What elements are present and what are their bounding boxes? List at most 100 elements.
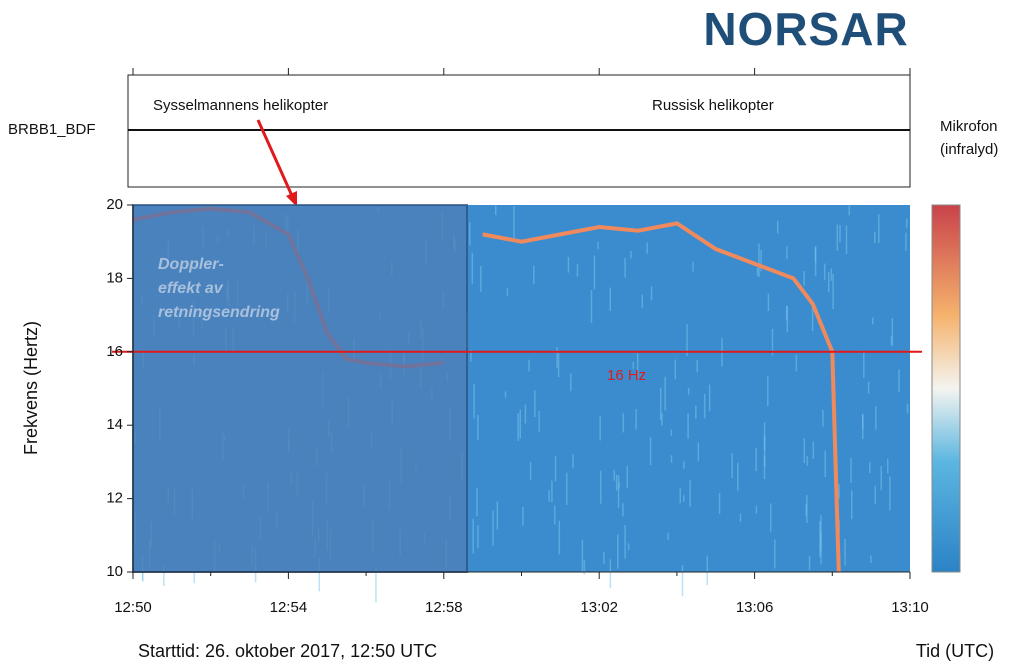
texture [770, 503, 772, 532]
texture [695, 406, 697, 419]
texture [822, 410, 824, 427]
texture [719, 493, 721, 514]
texture [777, 221, 779, 234]
overlay-text: retningsendring [158, 304, 280, 321]
texture [548, 490, 550, 502]
texture [804, 438, 806, 463]
texture [831, 268, 833, 280]
texture [807, 456, 809, 466]
texture [472, 253, 474, 284]
texture [642, 295, 644, 308]
texture [613, 470, 615, 481]
texture [809, 556, 811, 570]
texture [815, 248, 817, 263]
texture [556, 347, 558, 368]
texture [594, 256, 596, 290]
texture [832, 274, 834, 309]
x-tick-label: 12:54 [270, 599, 308, 616]
x-tick-label: 13:06 [736, 599, 774, 616]
texture [880, 466, 882, 490]
texture [755, 448, 757, 471]
texture [875, 406, 877, 430]
texture [862, 415, 864, 440]
texture [472, 519, 474, 554]
texture [555, 456, 557, 481]
texture [706, 556, 708, 586]
texture [618, 475, 620, 508]
texture [570, 374, 572, 392]
texture [603, 552, 605, 564]
texture [492, 511, 494, 546]
texture [617, 535, 619, 569]
texture [850, 458, 852, 483]
texture [600, 471, 602, 504]
texture [869, 462, 871, 473]
texture [767, 376, 769, 406]
texture [839, 225, 841, 242]
y-tick-label: 12 [106, 490, 123, 507]
texture [497, 502, 499, 530]
texture [566, 473, 568, 505]
texture [559, 521, 561, 554]
texture [704, 394, 706, 418]
reference-label: 16 Hz [607, 367, 646, 384]
texture [554, 505, 556, 524]
texture [538, 411, 540, 432]
trace-label: BRBB1_BDF [8, 121, 96, 138]
texture [682, 565, 684, 596]
texture [597, 242, 599, 249]
texture [737, 463, 739, 491]
texture [878, 214, 880, 243]
y-axis-label: Frekvens (Hertz) [21, 321, 41, 455]
texture [679, 488, 681, 503]
texture [622, 503, 624, 516]
texture [689, 480, 691, 506]
texture [651, 286, 653, 300]
texture [870, 555, 872, 563]
texture [813, 441, 815, 459]
texture [671, 455, 673, 462]
logo: NORSAR [703, 3, 908, 55]
texture [851, 490, 853, 519]
texture [907, 404, 909, 414]
texture [757, 268, 759, 276]
texture [582, 540, 584, 573]
colorbar [932, 205, 960, 572]
texture [522, 507, 524, 526]
texture [534, 390, 536, 417]
texture [473, 384, 475, 419]
texture [796, 355, 798, 372]
texture [568, 257, 570, 273]
texture [610, 559, 612, 588]
x-tick-label: 13:10 [891, 599, 929, 616]
texture [758, 243, 760, 277]
texture [667, 533, 669, 540]
texture [837, 224, 839, 251]
x-tick-label: 12:50 [114, 599, 152, 616]
texture [764, 456, 766, 479]
texture [476, 488, 478, 516]
overlay-text: effekt av [158, 280, 224, 297]
texture [635, 409, 637, 429]
texture [906, 219, 908, 228]
texture [513, 206, 515, 239]
texture [756, 506, 758, 514]
y-tick-label: 14 [106, 416, 123, 433]
texture [517, 413, 519, 441]
x-tick-label: 13:02 [580, 599, 618, 616]
overlay-text: Doppler- [158, 256, 224, 273]
texture [683, 461, 685, 469]
texture [803, 271, 805, 285]
texture [530, 462, 532, 480]
side-label: (infralyd) [940, 141, 998, 158]
texture [650, 437, 652, 465]
texture [627, 466, 629, 488]
x-axis-label: Tid (UTC) [916, 641, 994, 661]
texture [646, 242, 648, 253]
texture [709, 385, 711, 412]
texture [874, 232, 876, 243]
texture [774, 539, 776, 568]
texture [698, 442, 700, 461]
texture [905, 233, 907, 251]
texture [887, 459, 889, 474]
